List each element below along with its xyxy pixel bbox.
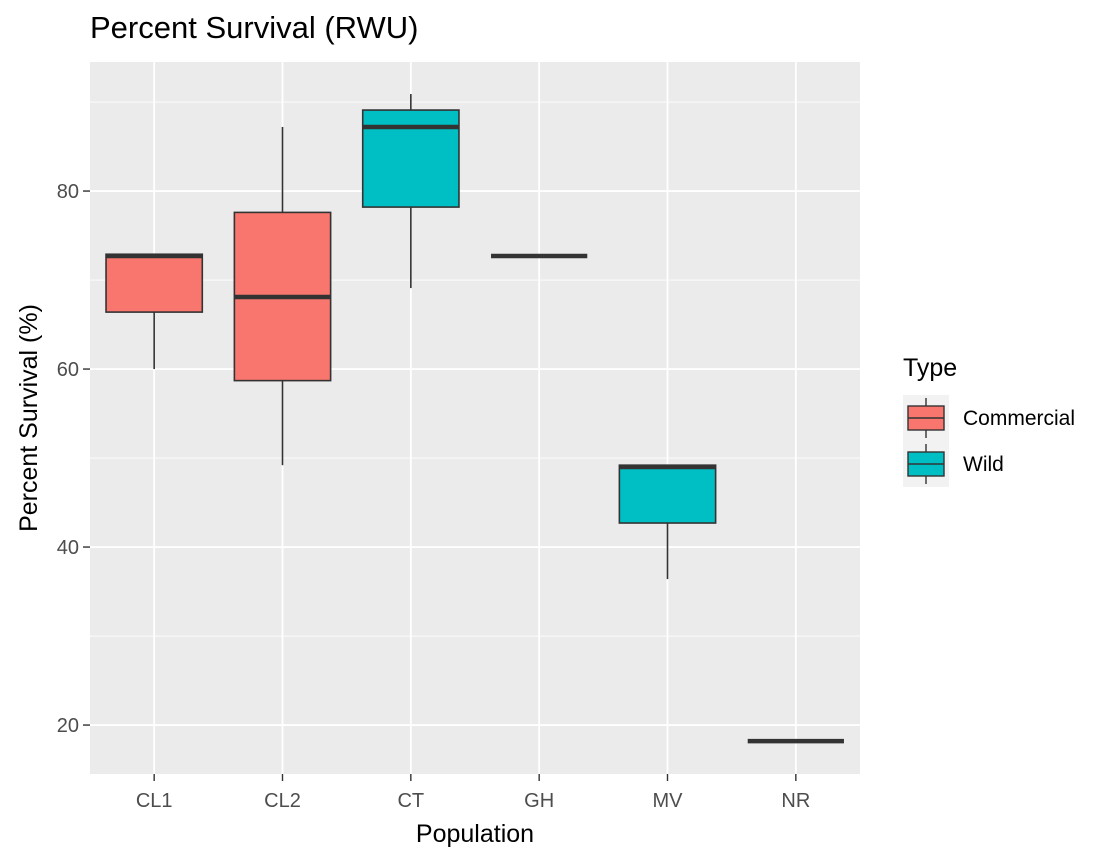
legend-entry-wild: Wild — [903, 441, 1004, 487]
axis-layer: 20 40 60 80 CL1 CL2 CT GH MV NR — [57, 181, 811, 812]
y-tick-label: 40 — [57, 537, 79, 559]
box-layer — [105, 94, 844, 744]
x-tick-label: CT — [397, 790, 424, 812]
x-axis-title: Population — [416, 820, 534, 848]
box-cl1 — [105, 253, 204, 370]
legend: Type Commercial Wild — [903, 354, 1075, 487]
legend-title: Type — [903, 354, 957, 382]
iqr-box — [618, 464, 717, 524]
plot-panel — [90, 62, 860, 774]
x-tick-label: MV — [653, 790, 684, 812]
box-mv — [618, 464, 717, 580]
x-tick-label: CL2 — [264, 790, 301, 812]
legend-keys: Commercial Wild — [903, 395, 1075, 487]
chart-title: Percent Survival (RWU) — [90, 10, 419, 45]
y-axis-title: Percent Survival (%) — [15, 304, 43, 532]
x-tick-label: NR — [781, 790, 810, 812]
iqr-box — [105, 253, 204, 313]
y-tick-label: 20 — [57, 715, 79, 737]
legend-label: Wild — [963, 453, 1004, 476]
legend-entry-commercial: Commercial — [903, 395, 1075, 441]
x-tick-label: CL1 — [136, 790, 173, 812]
legend-label: Commercial — [963, 407, 1075, 430]
iqr-box — [361, 109, 460, 208]
y-tick-label: 60 — [57, 359, 79, 381]
box-cl2 — [233, 126, 332, 466]
y-tick-label: 80 — [57, 181, 79, 203]
box-ct — [361, 94, 460, 289]
x-tick-label: GH — [524, 790, 554, 812]
